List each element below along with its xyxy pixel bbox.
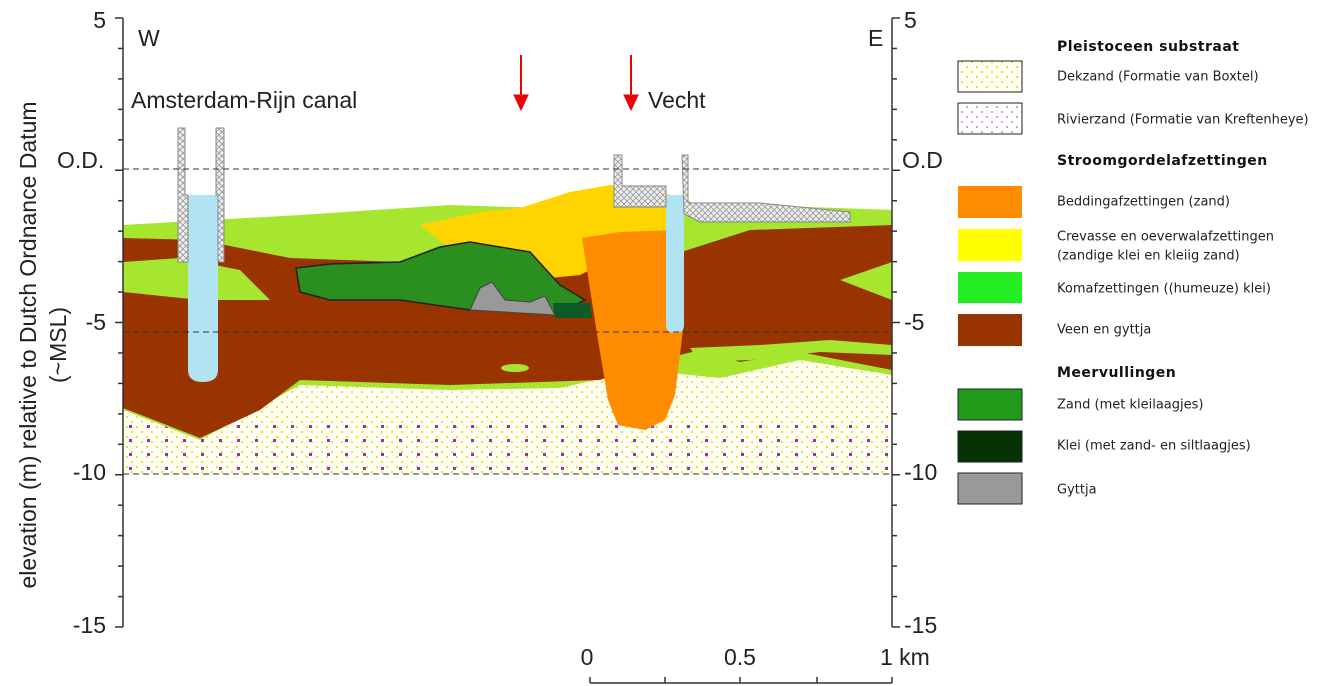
dike [215,127,225,263]
left-tick: -5 [86,309,106,335]
y-axis-label: (~MSL) [45,307,71,383]
datum-label: O.D. [57,147,104,173]
legend-item: Beddingafzettingen (zand) [1057,195,1230,210]
right-tick: 5 [904,7,917,33]
east-label: E [868,25,883,51]
legend-item: Klei (met zand- en siltlaagjes) [1057,439,1251,454]
legend-item: (zandige klei en kleiig zand) [1057,249,1240,264]
legend-swatch [957,102,1023,135]
komafzettingen-lens [501,364,529,372]
left-tick: -15 [73,612,106,638]
legend-item: Zand (met kleilaagjes) [1057,398,1203,413]
legend-swatch [958,186,1022,218]
legend-swatch [958,314,1022,346]
legend-item: Gyttja [1057,483,1097,498]
scale-label: 0 [581,644,594,670]
arrow [513,55,639,112]
legend-swatch [957,388,1023,421]
legend-item: Komafzettingen ((humeuze) klei) [1057,282,1271,297]
canal-label: Amsterdam-Rijn canal [131,87,357,113]
legend-heading: Meervullingen [1057,365,1176,381]
river-label: Vecht [648,87,706,113]
legend-item: Dekzand (Formatie van Boxtel) [1057,70,1259,85]
right-tick: -10 [904,459,937,485]
scale-label: 1 km [880,644,930,670]
datum-label: O.D [902,147,943,173]
river-water [666,195,684,333]
legend-item: Crevasse en oeverwalafzettingen [1057,230,1274,245]
legend: Pleistoceen substraat Dekzand (Formatie … [957,39,1309,505]
legend-swatch [957,430,1023,463]
west-label: W [138,25,160,51]
meer-zand [295,241,587,313]
legend-item: Rivierzand (Formatie van Kreftenheye) [1057,113,1309,128]
right-tick: -15 [904,612,937,638]
left-tick: 5 [93,7,106,33]
left-tick: -10 [73,459,106,485]
dike [177,127,189,263]
rivierzand [123,424,892,476]
meer-klei [553,303,592,318]
legend-swatch [957,60,1023,93]
legend-swatch [958,229,1022,261]
axes [115,17,900,684]
layers [123,55,892,476]
legend-heading: Stroomgordelafzettingen [1057,153,1268,169]
y-axis-label: elevation (m) relative to Dutch Ordnance… [15,101,41,588]
scale-label: 0.5 [724,644,756,670]
legend-heading: Pleistoceen substraat [1057,39,1239,55]
canal-water [188,195,218,382]
meer-gyttja [469,281,556,316]
legend-item: Veen en gyttja [1057,323,1151,338]
komafzettingen-lens [690,340,892,362]
dike [613,154,667,208]
legend-swatch [957,472,1023,505]
bedding [582,230,683,430]
legend-swatch [958,272,1022,303]
right-tick: -5 [904,309,924,335]
dike [681,154,851,223]
